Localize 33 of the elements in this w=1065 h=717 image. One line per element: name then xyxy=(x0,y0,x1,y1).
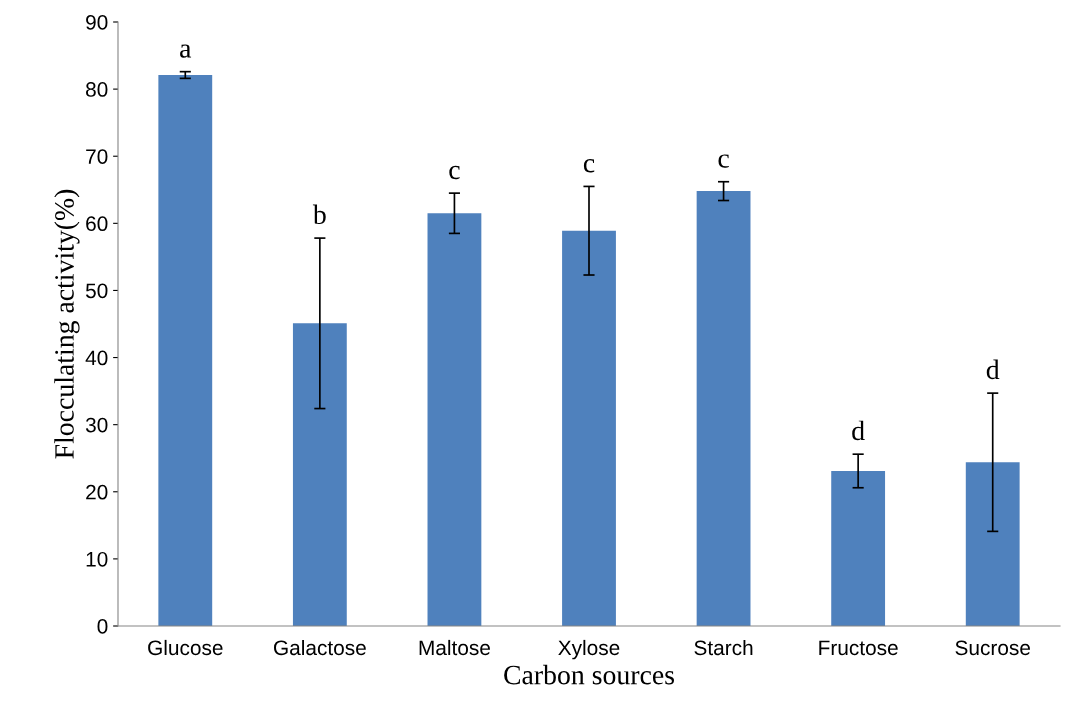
x-tick-label: Galactose xyxy=(274,639,366,656)
bar xyxy=(831,470,886,626)
bar xyxy=(965,462,1020,626)
y-tick-label: 10 xyxy=(86,551,108,567)
x-tick-label: Sucrose xyxy=(955,640,1030,656)
bar xyxy=(427,213,482,626)
y-tick-label: 90 xyxy=(86,15,108,30)
y-axis-title: Flocculating activity(%) xyxy=(54,189,80,459)
y-tick-label: 0 xyxy=(97,619,108,634)
bar xyxy=(158,75,213,626)
y-tick-label: 70 xyxy=(86,149,108,164)
y-tick-label: 20 xyxy=(86,484,108,500)
annotation: d xyxy=(986,359,1000,380)
x-axis-title: Carbon sources xyxy=(504,664,674,685)
x-tick-label: Glucose xyxy=(148,639,223,656)
annotation: c xyxy=(583,159,595,173)
x-tick-label: Starch xyxy=(694,639,753,656)
bar xyxy=(562,230,616,626)
y-tick-label: 30 xyxy=(85,417,108,433)
y-tick-label: 80 xyxy=(86,82,108,97)
annotation: d xyxy=(852,420,865,441)
y-tick-label: 60 xyxy=(86,216,108,232)
x-tick-label: Xylose xyxy=(558,639,620,660)
x-tick-label: Fructose xyxy=(819,640,898,656)
y-tick-label: 40 xyxy=(85,350,108,366)
annotation: a xyxy=(180,44,192,58)
annotation: c xyxy=(718,154,729,168)
annotation: c xyxy=(449,165,460,180)
bar xyxy=(292,323,347,626)
bar xyxy=(696,191,751,626)
annotation: b xyxy=(312,204,326,225)
y-tick-label: 50 xyxy=(85,283,108,299)
x-tick-label: Maltose xyxy=(419,639,490,656)
